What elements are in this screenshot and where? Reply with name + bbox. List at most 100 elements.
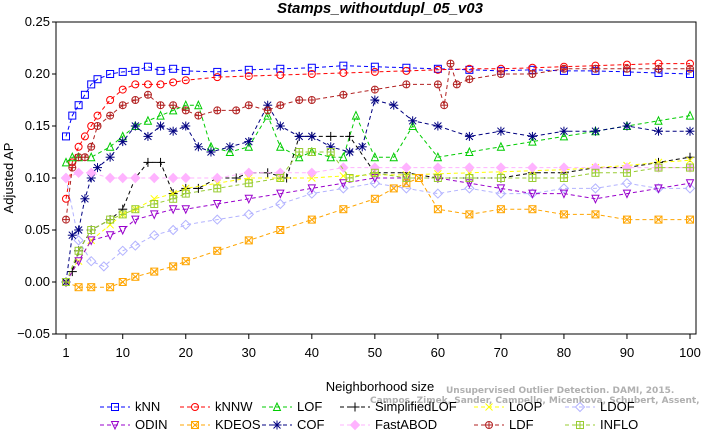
legend-marker bbox=[110, 421, 120, 431]
data-point-odin bbox=[559, 189, 569, 199]
data-point-knn bbox=[402, 63, 411, 72]
legend-item-ldof: LDOF bbox=[565, 399, 635, 414]
data-point-kdeos bbox=[339, 205, 348, 214]
data-point-lof bbox=[559, 131, 569, 141]
data-point-cof bbox=[685, 126, 695, 136]
data-point-odin bbox=[131, 215, 140, 225]
x-axis: 1 10 20 30 40 50 60 70 80 90 100 bbox=[62, 334, 701, 360]
data-point-ldf bbox=[622, 64, 631, 73]
data-point-lof bbox=[370, 152, 380, 162]
legend-marker bbox=[272, 420, 282, 430]
data-point-knn bbox=[131, 66, 140, 75]
data-point-ldof bbox=[167, 224, 179, 236]
data-point-loop bbox=[106, 220, 114, 229]
legend-label: LoOP bbox=[509, 399, 542, 414]
data-point-odin bbox=[685, 179, 695, 189]
data-point-ldf bbox=[118, 101, 127, 110]
x-tick-label: 90 bbox=[620, 345, 634, 360]
data-point-inflo bbox=[370, 168, 379, 177]
legend-item-fastabod: FastABOD bbox=[340, 417, 437, 432]
series-line-knn bbox=[65, 65, 691, 137]
data-point-knnw bbox=[370, 67, 379, 76]
legend-item-loop: LoOP bbox=[474, 399, 542, 414]
data-point-ldf bbox=[68, 163, 77, 172]
data-point-ldof bbox=[464, 183, 475, 194]
data-point-simplifiedlof bbox=[231, 173, 241, 183]
data-point-knnw bbox=[433, 65, 442, 74]
data-point-ldof bbox=[149, 229, 160, 241]
data-point-kdeos bbox=[106, 283, 115, 292]
data-point-inflo bbox=[213, 184, 222, 193]
legend-item-knn: kNN bbox=[100, 399, 160, 414]
data-point-ldf bbox=[93, 122, 102, 130]
data-point-fastabod bbox=[104, 172, 116, 184]
data-point-lof bbox=[61, 157, 71, 167]
data-point-cof bbox=[622, 121, 632, 131]
data-point-kdeos bbox=[118, 278, 127, 286]
data-point-ldof bbox=[558, 183, 570, 194]
data-point-ldof bbox=[495, 188, 507, 199]
data-point-ldof bbox=[243, 209, 254, 220]
data-point-ldf bbox=[654, 64, 663, 73]
series-line-simplifiedlof bbox=[65, 135, 691, 283]
data-point-simplifiedlof bbox=[143, 157, 153, 167]
data-point-ldf bbox=[559, 64, 568, 73]
data-point-ldf bbox=[87, 142, 96, 151]
data-point-kdeos bbox=[591, 210, 600, 219]
data-point-odin bbox=[181, 205, 191, 215]
series-fastabod bbox=[60, 162, 696, 184]
data-point-kdeos bbox=[654, 215, 663, 224]
data-point-lof bbox=[408, 120, 417, 130]
legend-marker bbox=[350, 402, 360, 412]
data-point-odin bbox=[86, 236, 96, 246]
data-point-ldf bbox=[307, 96, 316, 104]
data-point-knn bbox=[244, 65, 253, 74]
data-point-ldf bbox=[686, 64, 694, 73]
data-point-lof bbox=[389, 152, 399, 162]
data-point-cof bbox=[653, 126, 663, 136]
data-point-knn bbox=[143, 62, 152, 71]
data-point-knnw bbox=[118, 85, 127, 94]
data-point-odin bbox=[307, 184, 317, 194]
y-axis-label: Adjusted AP bbox=[1, 143, 16, 214]
data-point-inflo bbox=[276, 174, 285, 182]
data-point-kdeos bbox=[87, 283, 96, 292]
data-point-lof bbox=[105, 141, 115, 151]
data-point-inflo bbox=[74, 246, 83, 255]
data-point-fastabod bbox=[306, 167, 318, 179]
series-line-ldf bbox=[65, 63, 690, 220]
data-point-inflo bbox=[118, 210, 127, 219]
data-point-kdeos bbox=[150, 267, 159, 276]
data-point-cof bbox=[294, 131, 304, 141]
legend-marker bbox=[191, 403, 199, 411]
data-point-lof bbox=[86, 152, 96, 162]
data-point-inflo bbox=[465, 174, 474, 182]
data-point-ldf bbox=[194, 111, 203, 120]
data-point-knn bbox=[74, 101, 83, 110]
data-point-knnw bbox=[143, 80, 152, 89]
legend-marker bbox=[576, 421, 584, 429]
data-point-kdeos bbox=[559, 210, 568, 219]
data-point-kdeos bbox=[74, 283, 83, 292]
data-point-knnw bbox=[80, 132, 89, 141]
data-point-fastabod bbox=[495, 162, 507, 173]
data-point-kdeos bbox=[169, 262, 178, 271]
data-point-inflo bbox=[402, 174, 411, 182]
data-point-ldf bbox=[440, 101, 449, 110]
data-point-ldof bbox=[275, 198, 286, 210]
data-point-lof bbox=[654, 115, 663, 125]
data-point-ldf bbox=[528, 70, 537, 78]
data-point-lof bbox=[294, 152, 304, 162]
x-tick-label: 100 bbox=[679, 345, 701, 360]
data-point-inflo bbox=[106, 215, 115, 224]
data-point-ldf bbox=[106, 111, 115, 120]
data-point-ldof bbox=[338, 183, 349, 194]
data-point-lof bbox=[433, 152, 443, 162]
data-point-knn bbox=[213, 67, 222, 76]
legend: kNN kNNW LOF SimplifiedLOF LoOP LDOF ODIN KDEOS… bbox=[100, 399, 638, 432]
data-point-fastabod bbox=[86, 167, 97, 179]
data-point-cof bbox=[181, 121, 191, 131]
data-point-fastabod bbox=[130, 172, 141, 184]
data-point-inflo bbox=[559, 174, 568, 182]
data-point-kdeos bbox=[131, 272, 140, 281]
